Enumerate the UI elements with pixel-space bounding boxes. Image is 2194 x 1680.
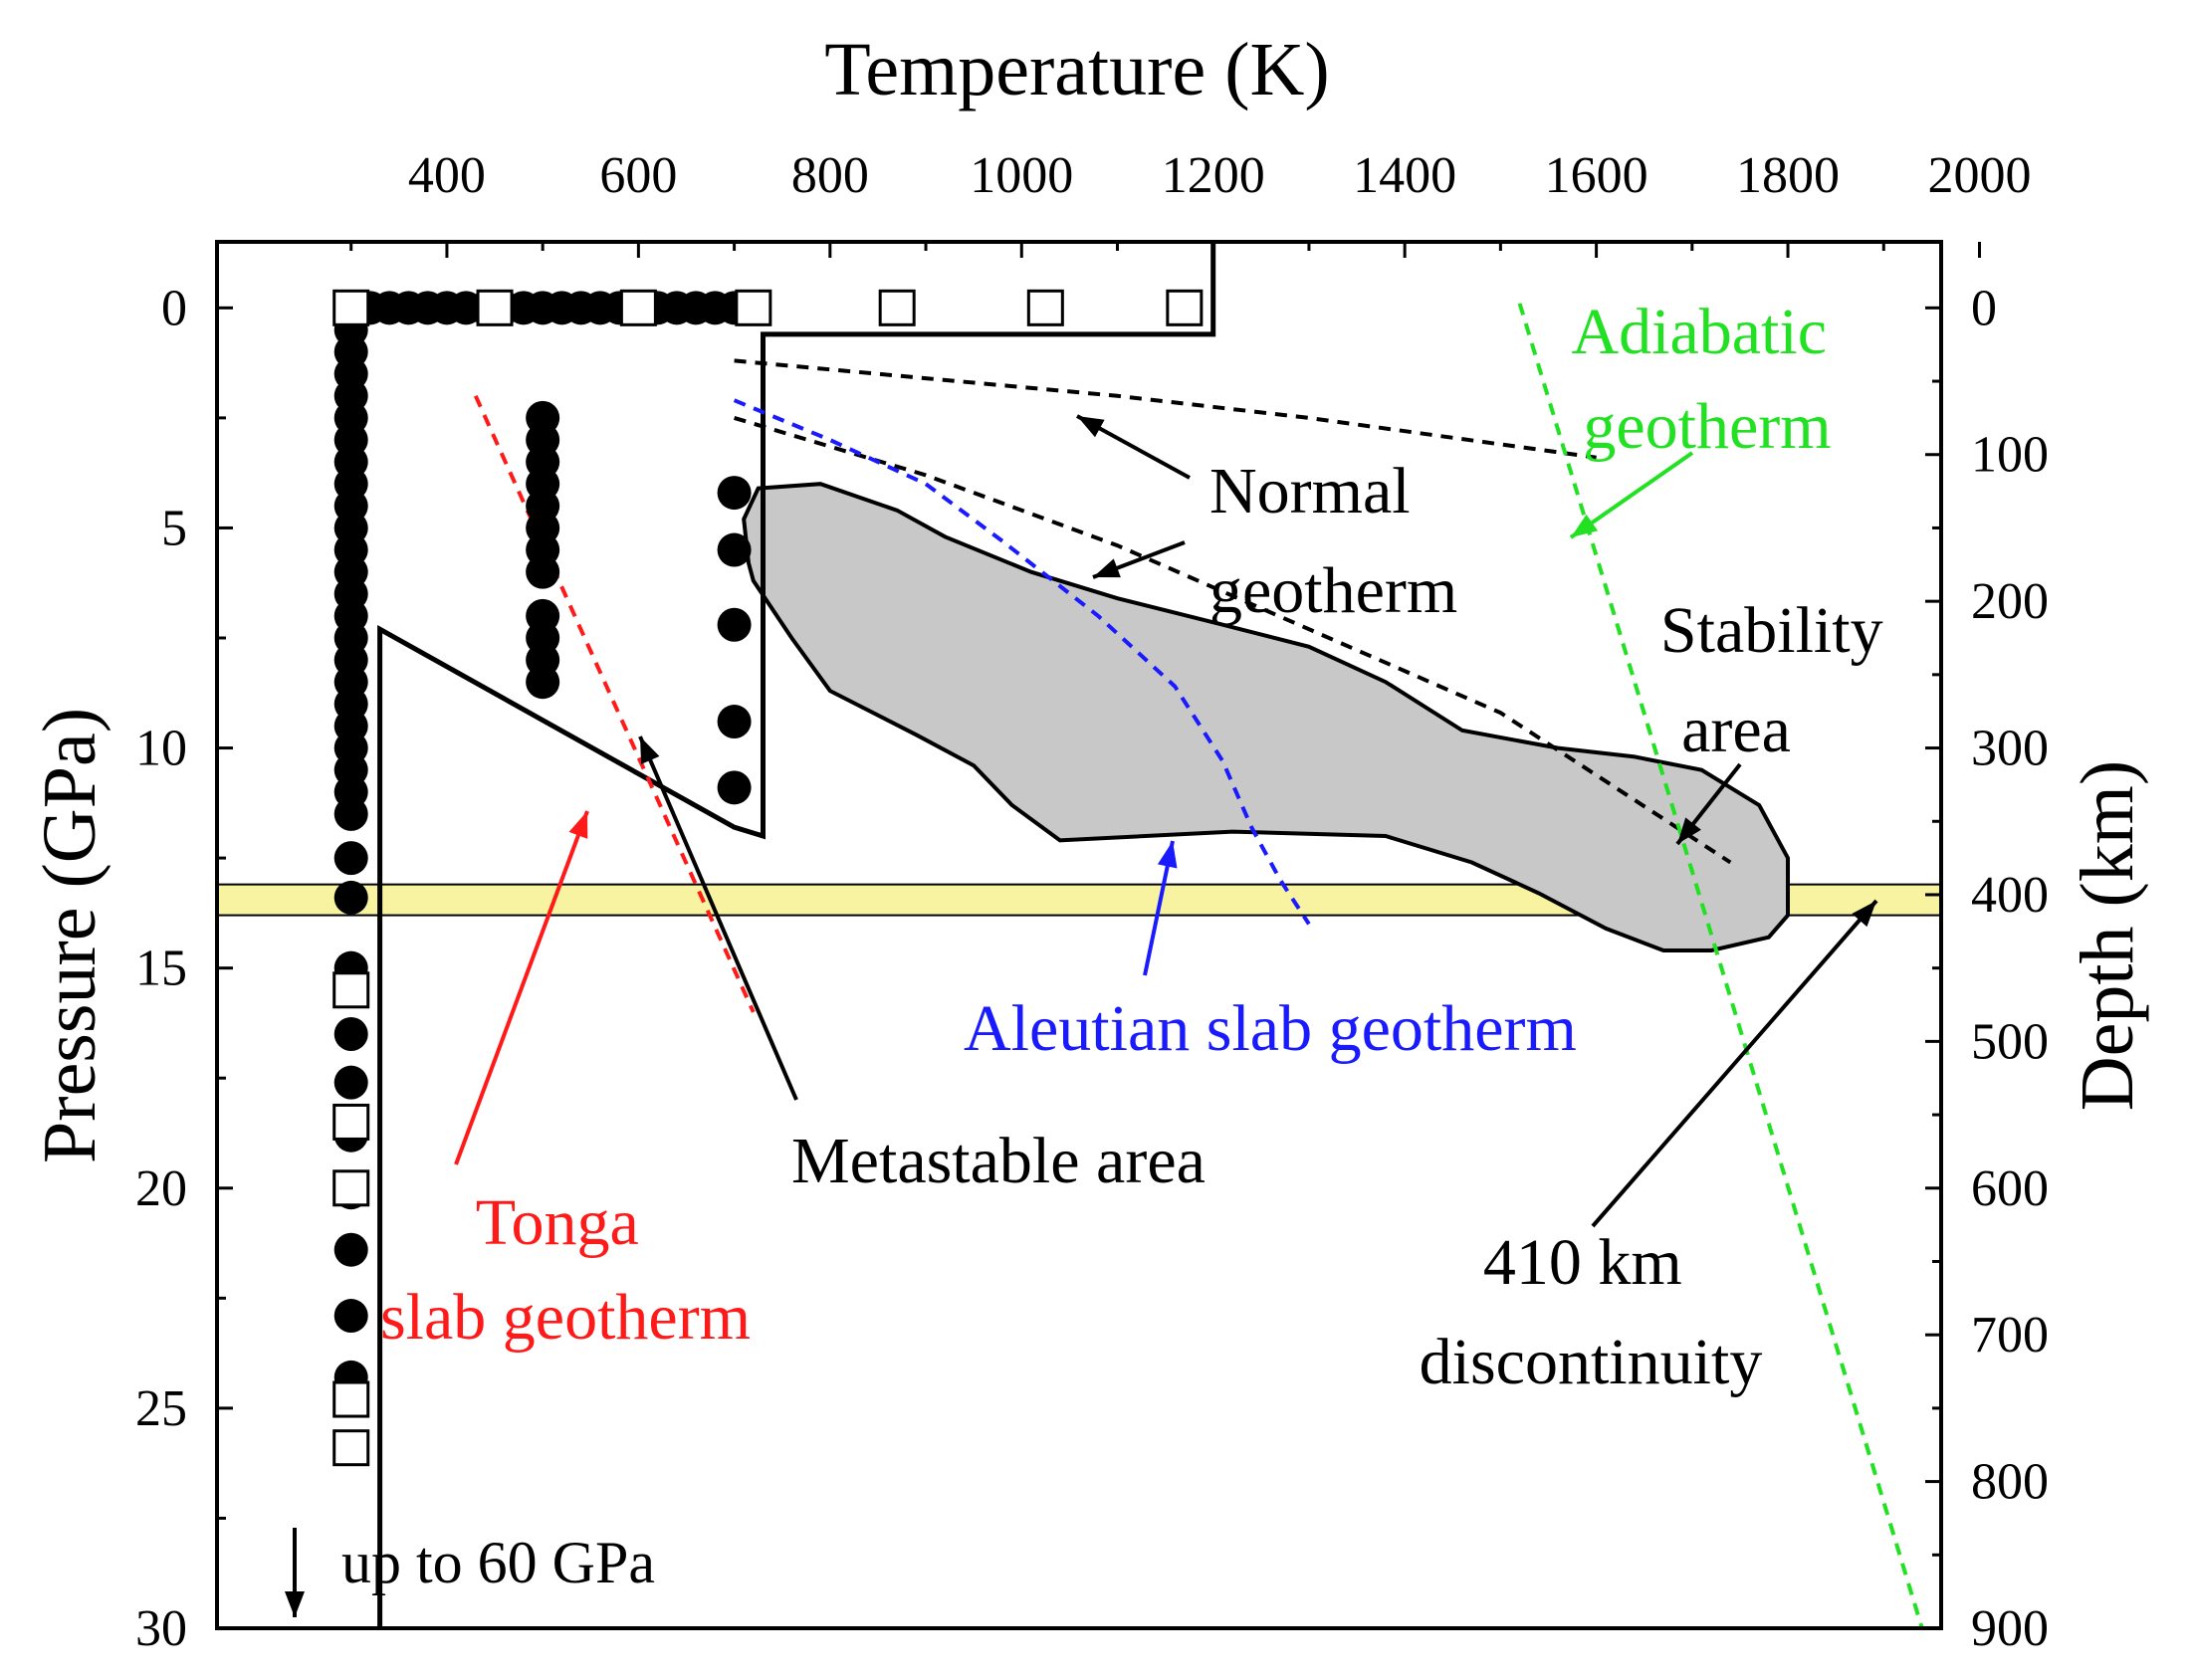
y-tick-label: 30 xyxy=(135,1600,187,1657)
x-tick-label: 800 xyxy=(791,147,869,204)
open-data-point xyxy=(332,1429,370,1467)
x-tick-label: 1400 xyxy=(1353,147,1456,204)
filled-data-point xyxy=(333,1299,368,1334)
aleutian-arrow-head xyxy=(1157,841,1178,869)
filled-data-point xyxy=(526,554,560,589)
open-data-point xyxy=(332,289,370,326)
y2-tick-label: 800 xyxy=(1971,1454,2049,1511)
adiabatic-geotherm-line xyxy=(1517,303,1924,1628)
metastable-boundary xyxy=(377,242,1216,1628)
filled-data-point xyxy=(333,880,368,915)
x-tick-label: 400 xyxy=(408,147,486,204)
filled-data-point xyxy=(333,796,368,831)
discontinuity-arrow xyxy=(1591,899,1878,1228)
x-tick-label: 2000 xyxy=(1927,147,2031,204)
open-data-point xyxy=(1026,289,1064,326)
filled-data-point xyxy=(333,1017,368,1051)
x-axis-title: Temperature (K) xyxy=(824,28,1329,111)
filled-data-point xyxy=(717,476,752,511)
y2-tick-label: 400 xyxy=(1971,867,2049,924)
metastable-arrow xyxy=(638,735,798,1101)
filled-data-point xyxy=(717,607,752,642)
filled-data-point xyxy=(333,1232,368,1267)
x-tick-label: 1200 xyxy=(1162,147,1265,204)
filled-data-point xyxy=(333,1065,368,1100)
open-data-point xyxy=(332,1103,370,1141)
y-tick-label: 15 xyxy=(135,941,187,997)
open-data-point xyxy=(1166,289,1204,326)
normal-geotherm-line-2 xyxy=(734,415,1732,865)
aleutian-geotherm-line xyxy=(733,398,1311,926)
y2-tick-label: 0 xyxy=(1971,280,1997,336)
up-to-60-arrow-head xyxy=(285,1591,305,1617)
adiabatic-arrow-head xyxy=(1571,514,1599,537)
y-tick-label: 10 xyxy=(135,721,187,777)
y2-axis-title: Depth (km) xyxy=(2066,760,2149,1111)
stability-region xyxy=(742,482,1790,952)
tonga-slab-geotherm-label: Tonga slab geotherm xyxy=(380,1186,751,1354)
y2-tick-label: 500 xyxy=(1971,1013,2049,1070)
normal-geotherm-label: Normal geotherm xyxy=(1209,455,1457,627)
plot-frame xyxy=(215,240,1943,1630)
open-data-point xyxy=(332,1380,370,1418)
open-data-point xyxy=(332,971,370,1009)
filled-data-point xyxy=(526,665,560,700)
tonga-arrow-head xyxy=(568,811,588,839)
open-data-point xyxy=(878,289,916,326)
open-data-point xyxy=(735,289,772,326)
x-tick-label: 1800 xyxy=(1736,147,1840,204)
y2-tick-label: 600 xyxy=(1971,1160,2049,1217)
adiabatic-geotherm-label: Adiabatic geotherm xyxy=(1571,296,1843,463)
tonga-geotherm-line xyxy=(473,394,756,1013)
tonga-arrow xyxy=(454,810,589,1165)
metastable-arrow-head xyxy=(640,736,660,764)
filled-data-point xyxy=(717,770,752,805)
y-tick-label: 0 xyxy=(161,280,187,336)
y-tick-label: 25 xyxy=(135,1380,187,1437)
up-to-60-gpa-label: up to 60 GPa xyxy=(341,1530,655,1595)
y2-tick-label: 300 xyxy=(1971,721,2049,777)
discontinuity-arrow-head xyxy=(1852,901,1876,928)
metastable-area-label: Metastable area xyxy=(791,1125,1206,1197)
open-data-point xyxy=(332,1169,370,1207)
normal-arrow-2-head xyxy=(1093,558,1121,578)
normal-geotherm-line-1 xyxy=(734,358,1597,460)
y2-tick-label: 100 xyxy=(1971,427,2049,484)
y-axis-title: Pressure (GPa) xyxy=(28,708,111,1163)
aleutian-slab-geotherm-label: Aleutian slab geotherm xyxy=(964,992,1577,1065)
filled-data-point xyxy=(717,532,752,567)
y-tick-label: 5 xyxy=(161,500,187,556)
filled-data-point xyxy=(717,705,752,739)
y2-tick-label: 200 xyxy=(1971,573,2049,630)
open-data-point xyxy=(476,289,514,326)
plot-area xyxy=(217,242,1941,1628)
y-tick-label: 20 xyxy=(135,1160,187,1217)
x-tick-label: 1000 xyxy=(970,147,1073,204)
x-tick-label: 1600 xyxy=(1545,147,1648,204)
y2-tick-label: 900 xyxy=(1971,1600,2049,1657)
plot-marks: 400 600 800 1000 1200 1400 1600 1800 20000510152… xyxy=(135,147,2049,1657)
x-tick-label: 600 xyxy=(599,147,677,204)
stability-arrow-head xyxy=(1677,817,1701,844)
discontinuity-label: 410 km discontinuity xyxy=(1420,1226,1763,1398)
stability-area-label: Stability area xyxy=(1660,594,1899,766)
normal-arrow-1-head xyxy=(1077,416,1105,438)
filled-data-point xyxy=(333,841,368,876)
open-data-point xyxy=(619,289,657,326)
y2-tick-label: 700 xyxy=(1971,1307,2049,1364)
